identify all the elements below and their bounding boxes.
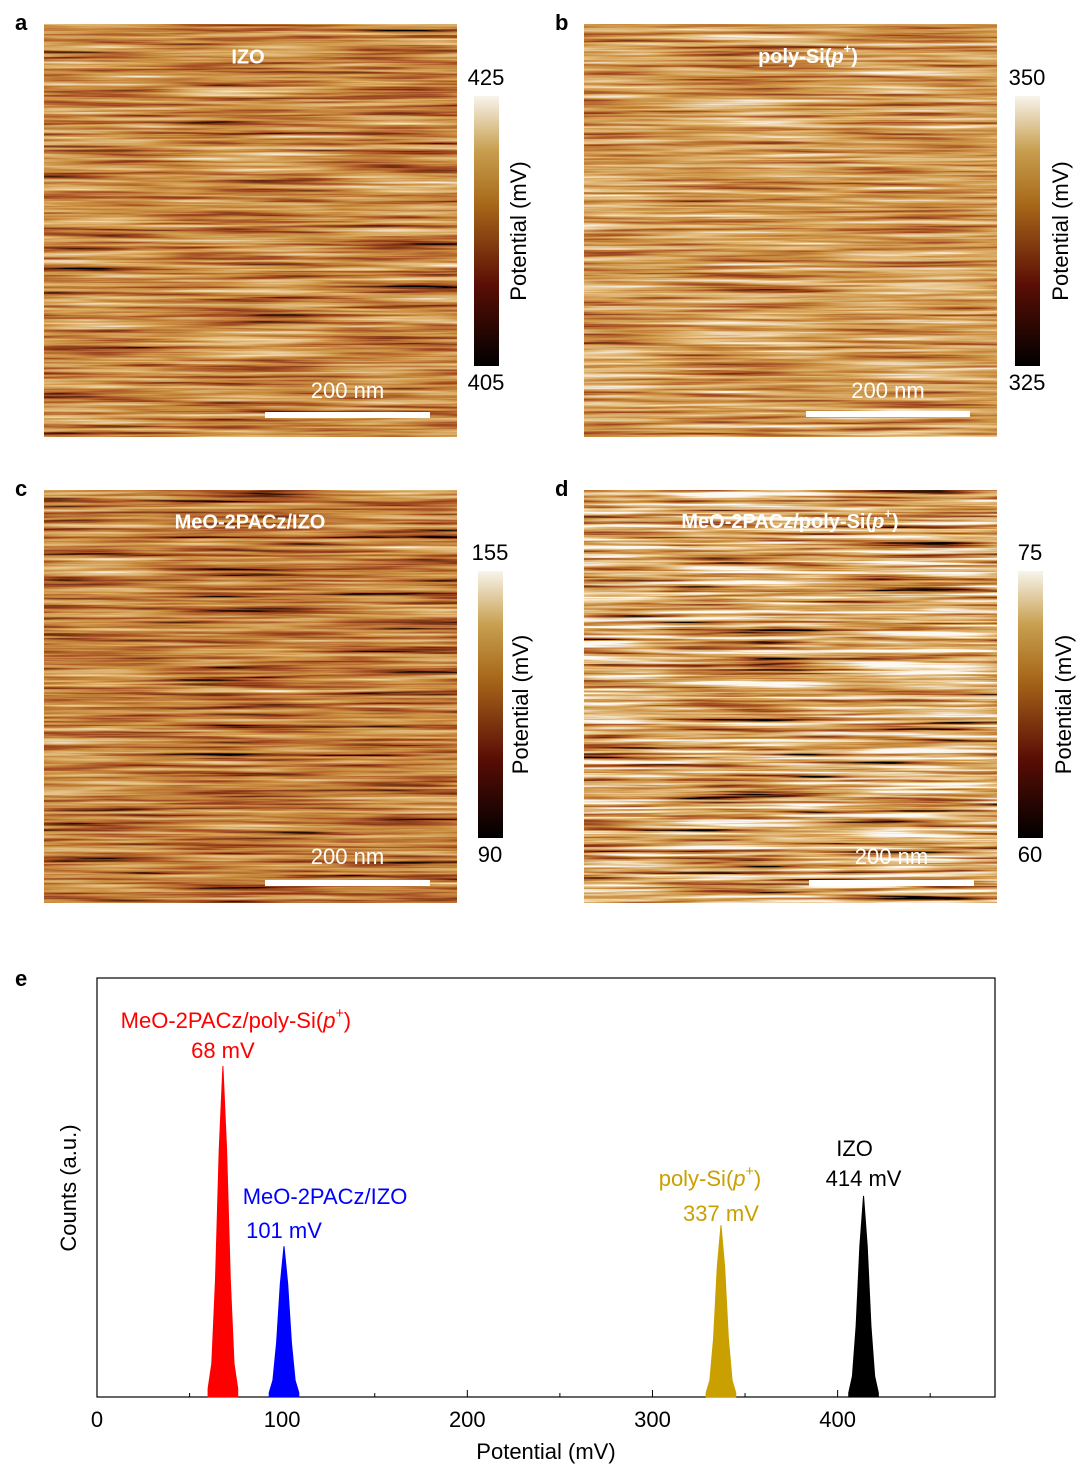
peak-area xyxy=(705,1225,737,1398)
peak-label: 414 mV xyxy=(826,1166,902,1191)
colorbar-tick-label: 60 xyxy=(1018,842,1042,867)
colorbar-tick-label: 405 xyxy=(468,370,505,395)
scale-bar-label: 200 nm xyxy=(851,378,924,403)
series-name: IZO xyxy=(836,1136,873,1161)
peak-label: 101 mV xyxy=(246,1218,322,1243)
panel-letter: c xyxy=(15,476,27,501)
series-name: MeO-2PACz/poly-Si(p+) xyxy=(121,1006,351,1033)
peak-label: 337 mV xyxy=(683,1201,759,1226)
panel-letter: d xyxy=(555,476,568,501)
scale-bar-label: 200 nm xyxy=(311,844,384,869)
kpfm-image xyxy=(44,490,457,903)
colorbar-tick-label: 350 xyxy=(1009,65,1046,90)
panel-letter: a xyxy=(15,10,28,35)
image-title: IZO xyxy=(231,46,264,68)
y-axis-label: Counts (a.u.) xyxy=(56,1124,81,1251)
colorbar xyxy=(1018,571,1043,838)
colorbar xyxy=(1015,96,1040,366)
x-tick-label: 100 xyxy=(264,1407,301,1432)
colorbar xyxy=(478,571,503,838)
x-tick-label: 300 xyxy=(634,1407,671,1432)
colorbar-tick-label: 90 xyxy=(478,842,502,867)
colorbar-label: Potential (mV) xyxy=(508,635,533,774)
colorbar-tick-label: 325 xyxy=(1009,370,1046,395)
image-title: MeO-2PACz/poly-Si(p+) xyxy=(681,506,898,533)
series-name: poly-Si(p+) xyxy=(659,1164,762,1191)
colorbar xyxy=(474,96,499,366)
panel-letter: b xyxy=(555,10,568,35)
kpfm-image xyxy=(44,24,457,437)
x-axis-label: Potential (mV) xyxy=(476,1439,615,1464)
image-title: poly-Si(p+) xyxy=(758,41,858,68)
panel-letter: e xyxy=(15,966,27,991)
colorbar-tick-label: 75 xyxy=(1018,540,1042,565)
peak-area xyxy=(268,1246,300,1398)
colorbar-label: Potential (mV) xyxy=(1051,635,1076,774)
x-tick-label: 0 xyxy=(91,1407,103,1432)
x-tick-label: 200 xyxy=(449,1407,486,1432)
kpfm-image xyxy=(584,490,997,903)
scale-bar-label: 200 nm xyxy=(855,844,928,869)
peak-area xyxy=(207,1065,239,1398)
colorbar-tick-label: 425 xyxy=(468,65,505,90)
colorbar-tick-label: 155 xyxy=(472,540,509,565)
plot-frame xyxy=(96,977,996,1398)
image-title: MeO-2PACz/IZO xyxy=(175,511,326,533)
colorbar-label: Potential (mV) xyxy=(506,161,531,300)
series-name: MeO-2PACz/IZO xyxy=(243,1184,408,1209)
peak-label: 68 mV xyxy=(191,1038,255,1063)
colorbar-label: Potential (mV) xyxy=(1048,161,1073,300)
kpfm-image xyxy=(584,24,997,437)
peak-area xyxy=(848,1195,879,1398)
scale-bar-label: 200 nm xyxy=(311,378,384,403)
x-tick-label: 400 xyxy=(819,1407,856,1432)
